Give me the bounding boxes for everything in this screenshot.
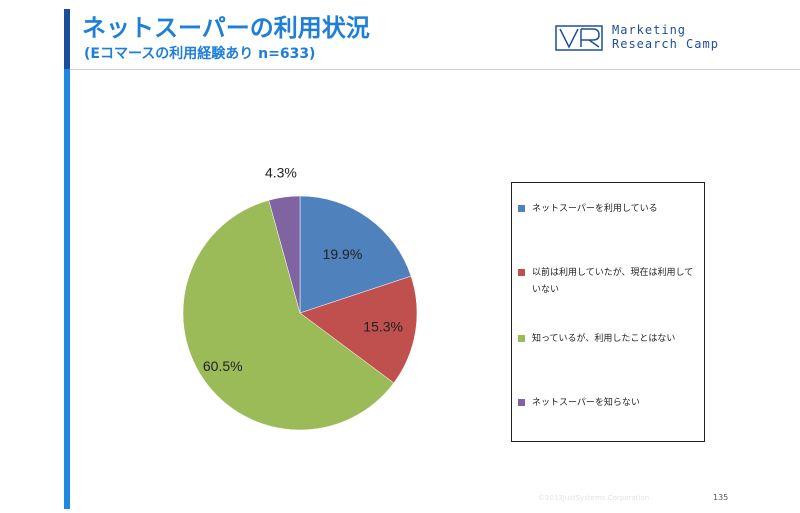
pie-slice-4 — [268, 195, 301, 314]
slice-label-4: 4.3% — [265, 165, 297, 181]
page-subtitle: (Eコマースの利用経験あり n=633) — [84, 46, 316, 62]
legend-label: ネットスーパーを知らない — [532, 398, 640, 408]
legend-label: 以前は利用していたが、現在は利用していない — [532, 268, 694, 295]
legend-swatch — [518, 335, 525, 342]
logo-text: Marketing Research Camp — [612, 23, 719, 51]
legend-item-2: 以前は利用していたが、現在は利用していない — [518, 265, 702, 299]
legend-swatch — [518, 269, 525, 276]
legend-swatch — [518, 205, 525, 212]
page-number: 135 — [713, 493, 729, 502]
pie-slice-1 — [299, 195, 412, 314]
legend-label: 知っているが、利用したことはない — [532, 334, 676, 344]
legend-item-1: ネットスーパーを利用している — [518, 201, 702, 218]
left-accent-bar — [64, 69, 70, 509]
logo-line-2: Research Camp — [612, 37, 719, 51]
chart-legend: ネットスーパーを利用している以前は利用していたが、現在は利用していない知っている… — [511, 182, 705, 442]
footer-copyright: ©2013JustSystems Corporation — [538, 494, 650, 502]
logo-mark-icon — [555, 25, 603, 51]
slice-label-2: 15.3% — [363, 318, 403, 334]
page-title: ネットスーパーの利用状況 — [82, 14, 370, 42]
pie-slice-2 — [299, 275, 418, 384]
slice-label-1: 19.9% — [323, 246, 363, 262]
legend-item-3: 知っているが、利用したことはない — [518, 331, 702, 348]
slice-label-3: 60.5% — [203, 358, 243, 374]
header-divider — [70, 69, 800, 70]
brand-logo: Marketing Research Camp — [555, 23, 725, 57]
legend-item-4: ネットスーパーを知らない — [518, 395, 702, 412]
logo-line-1: Marketing — [612, 23, 687, 37]
legend-swatch — [518, 399, 525, 406]
pie-slice-3 — [182, 199, 395, 431]
header-accent-bar — [64, 9, 70, 69]
legend-label: ネットスーパーを利用している — [532, 204, 658, 214]
